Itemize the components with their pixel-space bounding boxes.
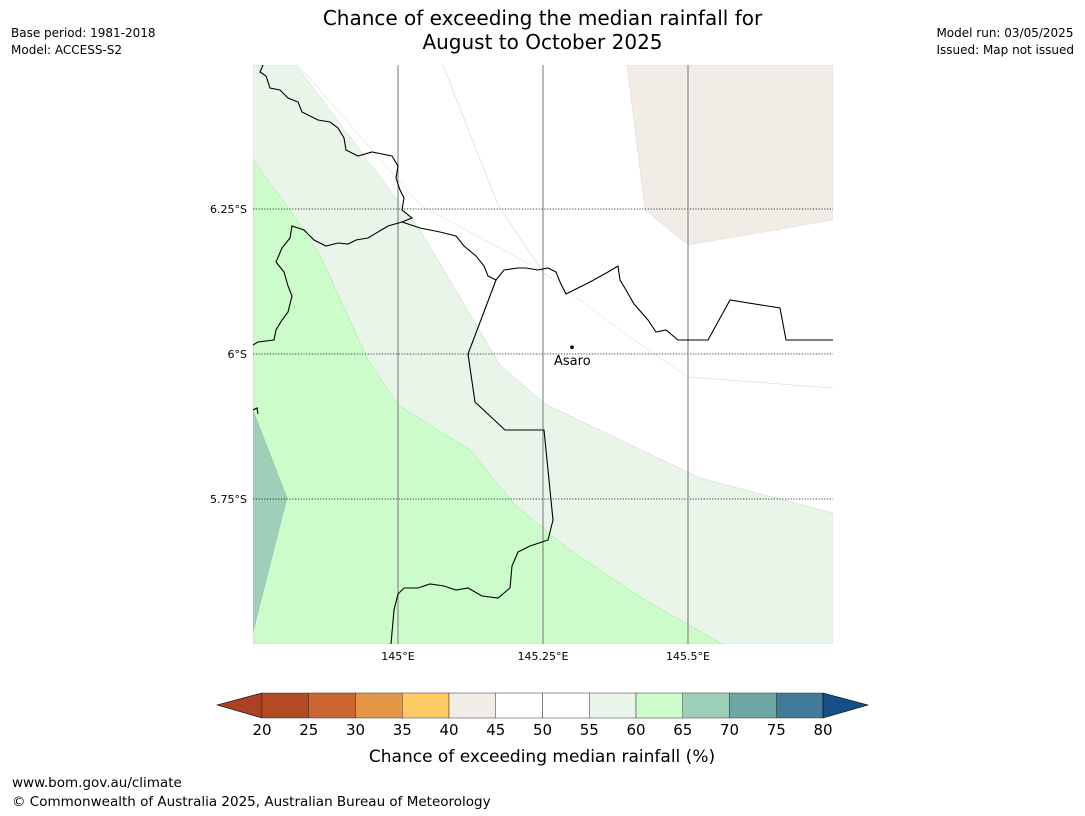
issued-status: Issued: Map not issued bbox=[936, 43, 1074, 57]
title-line-2: August to October 2025 bbox=[422, 30, 663, 54]
colorbar-tick-label: 20 bbox=[252, 721, 271, 739]
contour-line bbox=[297, 65, 833, 389]
colorbar-tick-label: 55 bbox=[580, 721, 599, 739]
colorbar-extend-low bbox=[215, 692, 263, 719]
colorbar bbox=[215, 692, 870, 719]
colorbar-tick-label: 45 bbox=[486, 721, 505, 739]
footer-copyright: © Commonwealth of Australia 2025, Austra… bbox=[12, 794, 491, 810]
longitude-labels: 145°E 145.25°E 145.5°E bbox=[381, 650, 710, 663]
grid-lines bbox=[253, 65, 833, 644]
province-boundary bbox=[401, 221, 833, 341]
zone-65-70 bbox=[253, 409, 288, 633]
longitude-label: 145°E bbox=[381, 650, 414, 663]
colorbar-segment bbox=[635, 692, 683, 719]
model-run: Model run: 03/05/2025 bbox=[936, 26, 1074, 40]
longitude-label: 145.5°E bbox=[666, 650, 710, 663]
latitude-labels: 5.75°S 6°S 6.25°S bbox=[210, 203, 247, 506]
province-boundary bbox=[390, 279, 554, 644]
colorbar-tick-label: 60 bbox=[626, 721, 645, 739]
province-boundary bbox=[253, 65, 414, 346]
colorbar-tick-label: 40 bbox=[439, 721, 458, 739]
map-area: Asaro bbox=[253, 65, 833, 644]
map-title: Chance of exceeding the median rainfall … bbox=[0, 6, 1085, 54]
longitude-label: 145.25°E bbox=[518, 650, 569, 663]
colorbar-tick-label: 25 bbox=[299, 721, 318, 739]
colorbar-tick-label: 50 bbox=[533, 721, 552, 739]
colorbar-segment bbox=[355, 692, 403, 719]
colorbar-segment bbox=[729, 692, 777, 719]
base-period: Base period: 1981-2018 bbox=[11, 26, 156, 40]
place-marker bbox=[570, 345, 574, 350]
colorbar-tick-label: 80 bbox=[813, 721, 832, 739]
colorbar-segment bbox=[448, 692, 496, 719]
footer: www.bom.gov.au/climate © Commonwealth of… bbox=[12, 774, 491, 812]
colorbar-segment bbox=[308, 692, 356, 719]
colorbar-tick-label: 70 bbox=[720, 721, 739, 739]
model-name: Model: ACCESS-S2 bbox=[11, 43, 123, 57]
latitude-label: 6°S bbox=[228, 348, 247, 361]
footer-url[interactable]: www.bom.gov.au/climate bbox=[12, 775, 182, 791]
colorbar-tick-label: 30 bbox=[346, 721, 365, 739]
contour-line bbox=[442, 65, 546, 276]
header-right: Model run: 03/05/2025 Issued: Map not is… bbox=[936, 25, 1074, 59]
province-boundary bbox=[253, 407, 259, 415]
colorbar-segment bbox=[261, 692, 309, 719]
colorbar-extend-high bbox=[822, 692, 870, 719]
place-label: Asaro bbox=[554, 354, 591, 369]
header-left: Base period: 1981-2018 Model: ACCESS-S2 bbox=[11, 25, 156, 59]
latitude-label: 6.25°S bbox=[210, 203, 247, 216]
colorbar-ticks: 20 25 30 35 40 45 50 55 60 65 70 75 80 bbox=[252, 721, 832, 739]
colorbar-segment bbox=[682, 692, 730, 719]
colorbar-label: Chance of exceeding median rainfall (%) bbox=[369, 747, 715, 767]
colorbar-tick-label: 35 bbox=[393, 721, 412, 739]
title-line-1: Chance of exceeding the median rainfall … bbox=[322, 6, 763, 30]
colorbar-segment bbox=[495, 692, 543, 719]
colorbar-segment bbox=[402, 692, 450, 719]
latitude-label: 5.75°S bbox=[210, 493, 247, 506]
colorbar-segment bbox=[776, 692, 824, 719]
zone-60-65 bbox=[253, 159, 723, 644]
colorbar-segment bbox=[542, 692, 590, 719]
zone-40-45 bbox=[626, 65, 833, 246]
colorbar-tick-label: 75 bbox=[767, 721, 786, 739]
colorbar-tick-label: 65 bbox=[673, 721, 692, 739]
colorbar-segment bbox=[589, 692, 637, 719]
